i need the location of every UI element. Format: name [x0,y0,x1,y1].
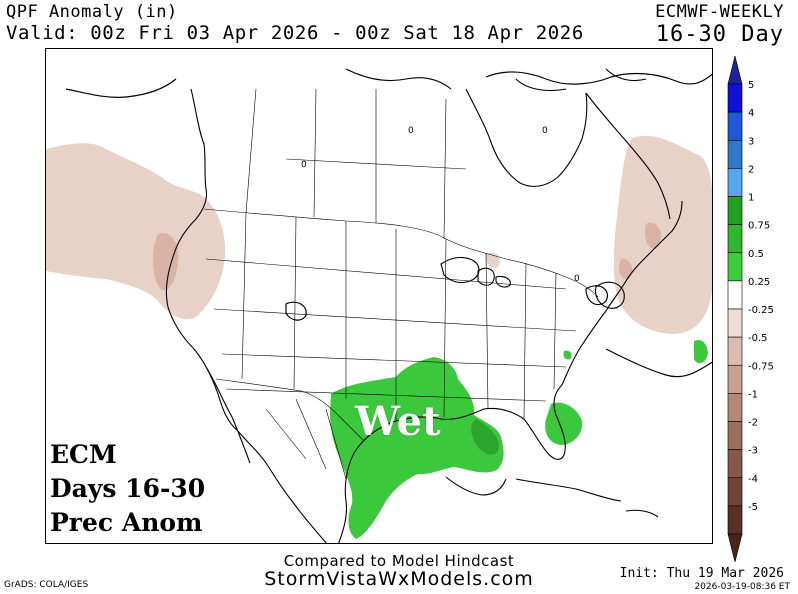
colorbar-box [727,505,743,535]
colorbar-label: -0.5 [748,333,768,344]
colorbar-label: -3 [748,446,758,457]
wet-area-carolina [563,350,572,360]
political-boundaries [203,88,599,480]
colorbar-box [727,364,743,394]
contour-label: 0 [574,274,580,284]
colorbar-label: 5 [748,80,754,91]
colorbar-label: 1 [748,193,754,204]
valid-period: Valid: 00z Fri 03 Apr 2026 - 00z Sat 18 … [6,22,584,44]
colorbar-box [727,449,743,479]
colorbar-boxes [727,56,743,562]
colorbar-label: 2 [748,164,754,175]
west-coastline [165,88,327,543]
contour-label: 0 [408,126,414,136]
colorbar-label: 3 [748,136,754,147]
wet-anomaly-shading [330,339,708,539]
wet-area-atlantic-edge [694,339,708,364]
colorbar-label: -1 [748,389,758,400]
colorbar-label: -2 [748,418,758,429]
contour-label: 0 [542,126,548,136]
colorbar-box [727,393,743,422]
contour-loop-maritime [585,285,608,306]
colorbar-bottom-arrow [727,533,743,562]
wet-area-gulf [330,357,504,539]
wet-area-florida [545,402,583,445]
us-state-lines [205,212,577,421]
colorbar-box [727,477,743,507]
colorbar-label: -0.75 [748,361,774,372]
colorbar-label: 0.75 [748,221,770,232]
map-panel: 0 0 0 0 [45,48,713,544]
colorbar-labels: 5 4 3 2 1 0.75 0.5 0.25 -0.25 -0.5 -0.75 -1 -2 -3 -4 -5 [748,80,774,513]
mexico-state-lines [265,398,347,480]
colorbar-box [727,252,743,282]
colorbar-box [727,139,743,169]
colorbar-box [727,83,743,113]
wet-area-gulf-core [471,419,499,455]
colorbar-box [727,308,743,338]
baja-coastline [205,366,251,464]
coastlines [165,68,683,543]
contour-line-pacific [65,78,177,98]
colorbar-label: -5 [748,502,758,513]
model-name: ECMWF-WEEKLY [655,2,784,22]
colorbar-label: -0.25 [748,305,774,316]
great-lakes-coastline [440,256,511,288]
colorbar-box [727,336,743,366]
map-title: QPF Anomaly (in) [6,2,178,22]
hindcast-note: Compared to Model Hindcast [283,552,515,570]
overlay-line: ECM [50,440,117,469]
wet-label: Wet [355,398,441,445]
east-coastline [561,200,683,386]
colorbar-box [727,421,743,450]
dry-area-pacific [46,143,226,320]
colorbar-box [727,168,743,197]
contour-label: 0 [301,160,307,170]
overlay-line: Prec Anom [50,508,203,537]
hispaniola-coastline [625,509,659,518]
colorbar-label: 0.5 [748,249,764,260]
generated-timestamp: 2026-03-19-08:36 ET [694,582,790,592]
hudson-bay-coastline [465,88,588,187]
colorbar: 5 4 3 2 1 0.75 0.5 0.25 -0.25 -0.5 -0.75 -1 -2 -3 -4 -5 [727,56,774,562]
colorbar-box [727,111,743,141]
colorbar-label: -4 [748,474,758,485]
dry-area-pacific-core [152,233,179,291]
colorbar-box [727,280,743,310]
grads-credit: GrADS: COLA/IGES [4,580,89,590]
contour-line-north [485,71,712,85]
init-time: Init: Thu 19 Mar 2026 [619,566,784,581]
colorbar-top-arrow [727,56,743,85]
canada-province-lines [245,88,467,240]
yucatan-coastline [445,476,507,496]
contour-labels: 0 0 0 0 [301,126,580,284]
forecast-range: 16-30 Day [655,22,784,47]
colorbar-label: 0.25 [748,277,770,288]
newfoundland-coastline [594,281,625,309]
zero-contours [65,71,712,378]
colorbar-box [727,224,743,254]
model-overlay-label: ECM Days 16-30 Prec Anom [50,438,205,540]
contour-loop-rockies [285,301,307,321]
overlay-line: Days 16-30 [50,474,206,503]
site-name: StormVistaWxModels.com [264,568,534,590]
labrador-coastline [585,92,671,220]
colorbar-box [727,196,743,225]
gulf-coastline [338,384,566,543]
canada-us-border [203,208,599,298]
colorbar-label: 4 [748,108,754,119]
dry-anomaly-shading [46,135,712,334]
dry-area-atlantic-core [618,223,662,280]
us-mexico-border [215,378,365,442]
cuba-coastline [515,478,622,502]
dry-area-atlantic [613,135,712,334]
arctic-islands-coastline [345,68,647,92]
contour-line-atlantic [605,348,712,378]
map-canvas: 0 0 0 0 [46,68,712,543]
